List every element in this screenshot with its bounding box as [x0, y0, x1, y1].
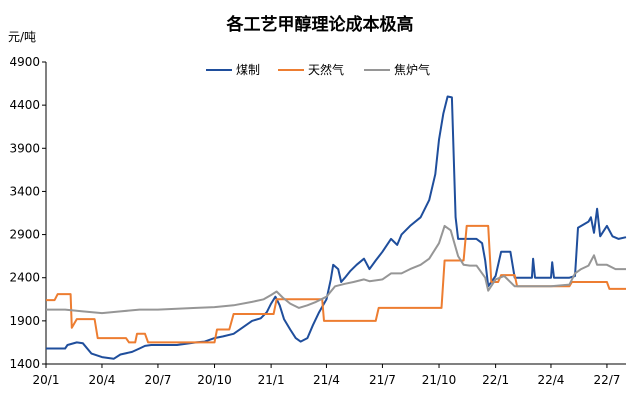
legend-label-2: 天然气	[308, 62, 344, 77]
legend-label-3: 焦炉气	[394, 62, 430, 77]
series-line-3	[46, 224, 626, 315]
x-tick-label: 22/1	[482, 373, 509, 387]
x-tick-label: 20/4	[88, 373, 115, 387]
y-axis-unit: 元/吨	[8, 30, 36, 44]
y-tick-label: 1900	[9, 314, 40, 328]
x-tick-label: 20/1	[33, 373, 60, 387]
legend: 煤制 天然气 焦炉气	[206, 62, 430, 77]
y-axis: 1400 1900 2400 2900 3400 3900 4400 4900	[9, 55, 47, 371]
x-tick-label: 20/10	[197, 373, 232, 387]
series-line-2	[46, 224, 626, 344]
y-tick-label: 2400	[9, 271, 40, 285]
y-tick-label: 4900	[9, 55, 40, 69]
y-tick-label: 1400	[9, 357, 40, 371]
x-tick-label: 21/1	[258, 373, 285, 387]
x-axis: 20/1 20/4 20/7 20/10 21/1 21/4 21/7 21/10 22/1 22…	[33, 363, 626, 387]
x-tick-label: 20/7	[144, 373, 171, 387]
y-tick-label: 4400	[9, 98, 40, 112]
y-tick-label: 3400	[9, 184, 40, 198]
y-tick-label: 2900	[9, 228, 40, 242]
chart-title: 各工艺甲醇理论成本极高	[226, 14, 414, 35]
x-tick-label: 21/4	[313, 373, 340, 387]
x-tick-label: 22/7	[593, 373, 620, 387]
legend-label-1: 煤制	[236, 63, 260, 77]
series-line-1	[46, 95, 627, 360]
plot-lines	[46, 95, 627, 360]
x-tick-label: 22/4	[537, 373, 564, 387]
x-tick-label: 21/10	[422, 373, 457, 387]
y-tick-label: 3900	[9, 141, 40, 155]
x-tick-label: 21/7	[369, 373, 396, 387]
